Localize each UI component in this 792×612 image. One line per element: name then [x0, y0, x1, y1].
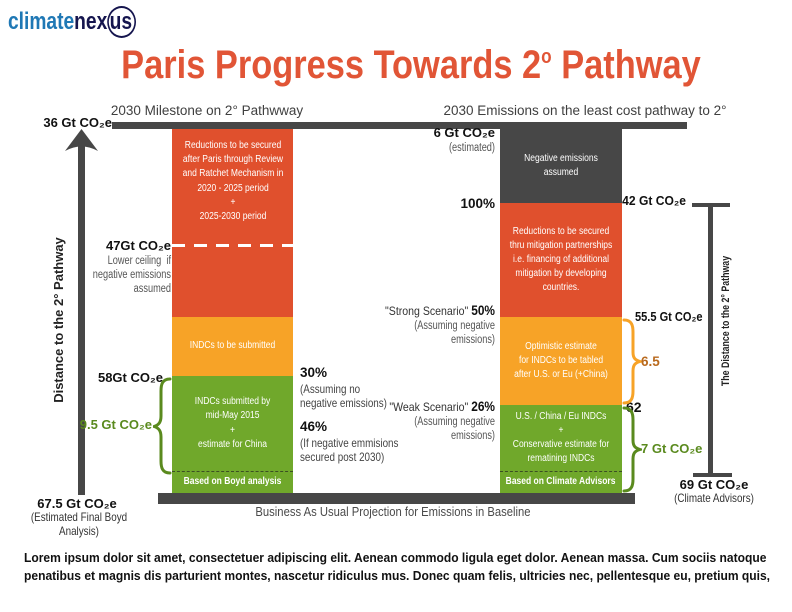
left-bar: Reductions to be secured after Paris thr…: [172, 129, 293, 493]
title-degree: o: [541, 46, 552, 68]
right-bar-source-wrap: Based on Climate Advisors: [500, 471, 622, 493]
label-67-5gt: 67.5 Gt CO₂e: [37, 496, 117, 511]
label-36gt: 36 Gt CO₂e: [43, 115, 112, 130]
right-bar-green-text-wrap: U.S. / China / Eu INDCs + Conservative e…: [500, 405, 622, 471]
label-weak-scenario: "Weak Scenario" 26%: [350, 399, 495, 414]
label-30pct: 30%: [300, 365, 328, 380]
strong-scenario-pct: 50%: [471, 303, 495, 318]
green-brace: [622, 406, 642, 493]
label-58gt: 58Gt CO₂e: [97, 370, 163, 385]
right-bar-amber-text: Optimistic estimate for INDCs to be tabl…: [514, 340, 608, 381]
label-weak-note: (Assuming negative emissions): [414, 416, 495, 442]
weak-scenario-text: "Weak Scenario": [389, 400, 472, 414]
weak-scenario-pct: 26%: [471, 399, 495, 414]
left-bar-source-wrap: Based on Boyd analysis: [172, 471, 293, 493]
left-axis-arrow-shaft: [78, 142, 85, 495]
left-axis-label: Distance to the 2° Pathway: [51, 237, 66, 403]
right-bar: Negative emissions assumed Reductions to…: [500, 129, 622, 493]
title-text: Paris Progress Towards 2: [121, 43, 542, 87]
label-climate-advisors: (Climate Advisors): [674, 491, 754, 505]
right-bar-red-text: Reductions to be secured thru mitigation…: [509, 225, 613, 294]
climatenexus-logo: climatenexus: [8, 6, 137, 38]
left-bar-red-text: Reductions to be secured after Paris thr…: [182, 140, 283, 222]
left-bar-green-text: INDCs submitted by mid-May 2015 + estima…: [194, 396, 271, 450]
left-column-header: 2030 Milestone on 2° Pathwway: [110, 103, 304, 118]
label-100pct: 100%: [460, 196, 495, 211]
left-bar-amber-segment: INDCs to be submitted: [172, 317, 293, 376]
label-6-5: 6.5: [641, 354, 660, 369]
left-bar-amber-text: INDCs to be submitted: [189, 340, 276, 352]
label-strong-scenario: "Strong Scenario" 50%: [350, 303, 495, 318]
right-column-header: 2030 Emissions on the least cost pathway…: [443, 103, 727, 118]
label-42gt: 42 Gt CO₂e: [622, 193, 686, 208]
label-ceiling-note: Lower ceiling if negative emissions assu…: [92, 255, 171, 295]
ceiling-dashed-line: [172, 244, 293, 247]
title-text-2: Pathway: [551, 43, 701, 87]
right-bar-green-text: U.S. / China / Eu INDCs + Conservative e…: [512, 410, 610, 465]
left-bar-red-segment: Reductions to be secured after Paris thr…: [172, 129, 293, 317]
label-46pct-note: (If negative emmisions secured post 2030…: [300, 436, 399, 465]
right-bar-dark-segment: Negative emissions assumed: [500, 129, 622, 203]
left-bar-green-text-wrap: INDCs submitted by mid-May 2015 + estima…: [172, 376, 293, 471]
right-bar-green-segment: U.S. / China / Eu INDCs + Conservative e…: [500, 405, 622, 493]
label-69gt: 69 Gt CO₂e: [679, 477, 749, 492]
label-47gt: 47Gt CO₂e: [105, 238, 171, 253]
right-axis-bottom-tick: [693, 473, 732, 477]
left-axis-arrow-head: [65, 129, 98, 151]
right-bar-amber-segment: Optimistic estimate for INDCs to be tabl…: [500, 317, 622, 405]
label-30pct-note: (Assuming no negative emissions): [300, 382, 387, 411]
page-title: Paris Progress Towards 2o Pathway: [70, 45, 751, 85]
left-green-brace: [153, 377, 172, 475]
right-bar-dark-text: Negative emissions assumed: [524, 152, 598, 178]
left-bar-source: Based on Boyd analysis: [183, 476, 282, 488]
label-46pct: 46%: [300, 419, 328, 434]
header-underline: [112, 122, 687, 129]
label-7gt: 7 Gt CO₂e: [641, 441, 703, 456]
footer-paragraph: Lorem ipsum dolor sit amet, consectetuer…: [24, 551, 771, 584]
logo-nex: nex: [74, 8, 108, 35]
strong-scenario-text: "Strong Scenario": [385, 304, 472, 318]
label-strong-note: (Assuming negative emissions): [414, 320, 495, 346]
amber-brace: [622, 318, 642, 405]
logo-climate: climate: [8, 8, 75, 35]
baseline-bar: [158, 493, 635, 504]
right-axis-label: The Distance to the 2° Pathway: [720, 255, 732, 387]
baseline-label: Business As Usual Projection for Emissio…: [255, 505, 531, 519]
label-55-5gt: 55.5 Gt CO₂e: [635, 309, 703, 324]
label-9-5gt: 9.5 Gt CO₂e: [79, 417, 152, 432]
label-boyd-note: (Estimated Final Boyd Analysis): [30, 510, 128, 539]
right-bar-red-segment: Reductions to be secured thru mitigation…: [500, 203, 622, 317]
label-6gt: 6 Gt CO₂e: [433, 125, 495, 140]
left-bar-green-segment: INDCs submitted by mid-May 2015 + estima…: [172, 376, 293, 493]
logo-us-circle: us: [107, 6, 137, 38]
right-axis-line: [708, 203, 713, 477]
label-6gt-note: (estimated): [448, 142, 495, 154]
right-bar-source: Based on Climate Advisors: [506, 476, 616, 488]
